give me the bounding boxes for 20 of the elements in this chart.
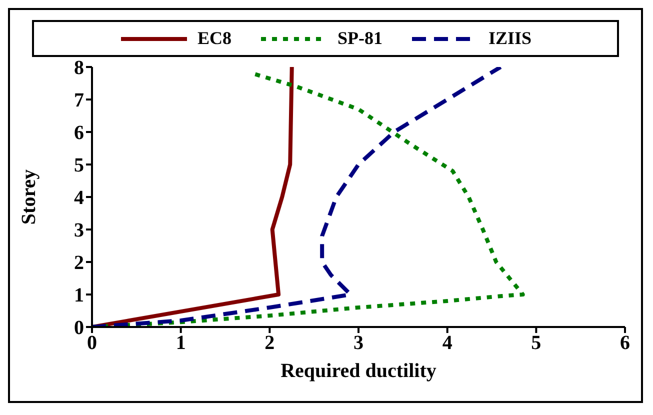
y-axis-title: Storey <box>18 169 40 225</box>
legend-label: EC8 <box>197 28 232 49</box>
y-tick-label: 6 <box>74 122 84 144</box>
y-tick-label: 1 <box>74 284 84 307</box>
y-tick-label: 5 <box>74 154 84 177</box>
y-tick-label: 2 <box>74 252 84 274</box>
y-tick-label: 7 <box>74 90 84 112</box>
x-tick-label: 1 <box>176 332 186 354</box>
legend-label: SP-81 <box>337 28 382 49</box>
x-axis-title: Required ductility <box>280 360 436 382</box>
y-tick-label: 8 <box>74 57 84 80</box>
x-tick-label: 6 <box>620 332 630 354</box>
x-tick-label: 4 <box>442 332 452 354</box>
x-tick-label: 5 <box>531 332 542 354</box>
y-tick-label: 4 <box>74 187 84 210</box>
legend-label: IZIIS <box>488 28 532 49</box>
x-tick-label: 3 <box>354 332 364 354</box>
x-tick-label: 2 <box>264 332 275 354</box>
y-tick-label: 3 <box>74 220 84 242</box>
y-tick-label: 0 <box>74 317 84 340</box>
